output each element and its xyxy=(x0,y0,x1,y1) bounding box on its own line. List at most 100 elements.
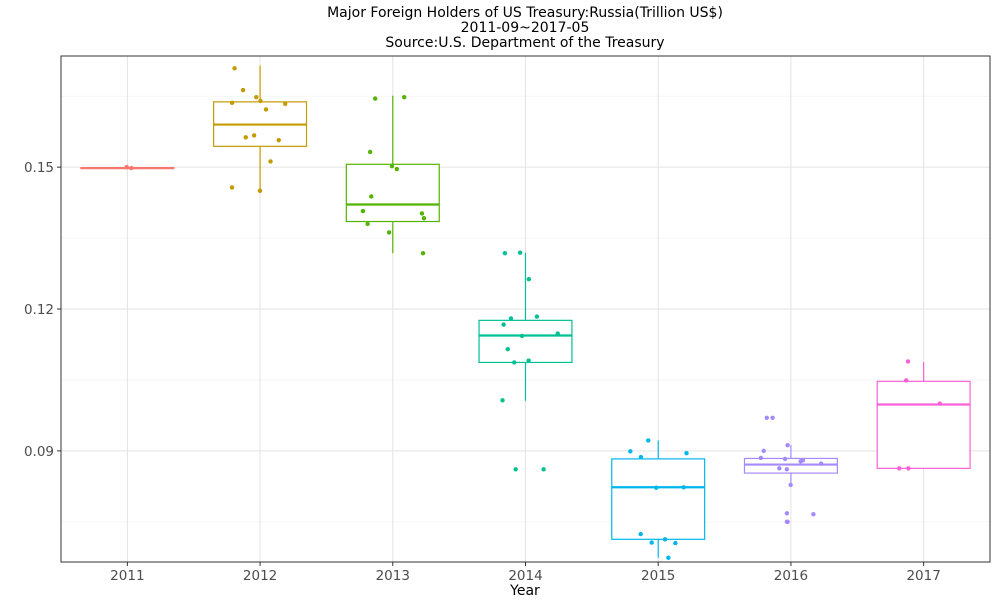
x-tick-label: 2013 xyxy=(376,568,410,584)
data-point-2012 xyxy=(283,101,288,106)
data-point-2016 xyxy=(788,482,793,488)
y-axis: 0.09 0.12 0.15 xyxy=(24,160,61,460)
data-point-2017 xyxy=(937,401,942,406)
data-point-2015 xyxy=(628,449,633,454)
data-point-2012 xyxy=(229,185,235,190)
y-tick-label: 0.09 xyxy=(24,444,54,460)
y-tick-label: 0.15 xyxy=(24,160,54,176)
data-point-2014 xyxy=(526,358,531,363)
data-point-2015 xyxy=(638,531,643,537)
data-point-2014 xyxy=(534,314,540,319)
data-point-2016 xyxy=(777,466,782,471)
box-iqr xyxy=(478,319,573,364)
x-tick-label: 2016 xyxy=(774,568,808,584)
data-point-2013 xyxy=(401,94,407,100)
data-point-2012 xyxy=(240,87,246,93)
data-point-2013 xyxy=(369,194,374,199)
x-axis: 2011 2012 2013 2014 2015 2016 2017 xyxy=(110,562,941,584)
box-2015 xyxy=(611,440,706,558)
data-point-2013 xyxy=(419,211,425,216)
data-point-2016 xyxy=(784,467,790,472)
jitter-points xyxy=(124,66,942,560)
data-point-2013 xyxy=(367,149,373,155)
box-series xyxy=(80,65,971,558)
data-point-2016 xyxy=(818,461,824,466)
data-point-2015 xyxy=(681,485,686,490)
data-point-2012 xyxy=(258,98,263,104)
x-tick-label: 2015 xyxy=(641,568,675,584)
y-tick-label: 0.12 xyxy=(24,302,54,318)
data-point-2016 xyxy=(784,519,790,525)
data-point-2016 xyxy=(770,415,775,420)
data-point-2012 xyxy=(268,159,273,164)
box-2016 xyxy=(743,445,838,484)
box-iqr xyxy=(743,457,838,474)
box-iqr xyxy=(611,458,706,540)
data-point-2013 xyxy=(394,166,399,172)
title-line-1: Major Foreign Holders of US Treasury:Rus… xyxy=(327,5,723,21)
x-tick-label: 2011 xyxy=(110,568,144,584)
box-2017 xyxy=(876,361,971,469)
data-point-2014 xyxy=(555,331,560,336)
data-point-2014 xyxy=(513,467,518,472)
data-point-2015 xyxy=(646,438,651,443)
data-point-2014 xyxy=(501,322,506,327)
data-point-2012 xyxy=(251,133,257,138)
data-point-2013 xyxy=(420,250,426,256)
data-point-2012 xyxy=(254,94,259,100)
data-point-2016 xyxy=(798,459,803,464)
data-point-2013 xyxy=(389,163,395,169)
x-tick-label: 2017 xyxy=(906,568,940,584)
data-point-2016 xyxy=(758,455,764,461)
title-line-2: 2011-09~2017-05 xyxy=(461,20,590,36)
data-point-2013 xyxy=(386,230,392,235)
data-point-2015 xyxy=(662,537,668,542)
data-point-2014 xyxy=(541,467,546,472)
box-iqr xyxy=(876,380,971,469)
data-point-2017 xyxy=(903,378,909,383)
data-point-2016 xyxy=(784,511,790,516)
data-point-2016 xyxy=(811,512,816,517)
data-point-2014 xyxy=(512,360,517,365)
data-point-2015 xyxy=(673,540,678,546)
data-point-2015 xyxy=(654,485,659,490)
data-point-2012 xyxy=(276,137,281,143)
x-axis-title: Year xyxy=(509,583,540,599)
data-point-2014 xyxy=(519,333,525,339)
data-point-2014 xyxy=(502,250,508,256)
data-point-2011 xyxy=(124,164,129,170)
data-point-2012 xyxy=(229,100,235,106)
data-point-2012 xyxy=(232,66,237,71)
data-point-2014 xyxy=(505,346,510,352)
data-point-2012 xyxy=(257,188,263,193)
box-2012 xyxy=(213,65,308,191)
data-point-2017 xyxy=(905,359,911,364)
data-point-2013 xyxy=(421,216,427,221)
box-2014 xyxy=(478,252,573,401)
title-line-3: Source:U.S. Department of the Treasury xyxy=(385,35,664,51)
data-point-2017 xyxy=(897,466,902,471)
chart-title: Major Foreign Holders of US Treasury:Rus… xyxy=(327,5,723,51)
data-point-2016 xyxy=(782,456,788,462)
data-point-2014 xyxy=(526,277,532,282)
data-point-2011 xyxy=(129,165,134,171)
data-point-2014 xyxy=(500,398,505,403)
x-tick-label: 2014 xyxy=(508,568,542,584)
box-iqr xyxy=(345,163,440,223)
data-point-2016 xyxy=(785,442,790,448)
x-tick-label: 2012 xyxy=(243,568,277,584)
data-point-2014 xyxy=(508,316,514,321)
data-point-2013 xyxy=(373,96,378,101)
data-point-2012 xyxy=(243,135,248,140)
data-point-2017 xyxy=(906,466,911,471)
data-point-2014 xyxy=(517,250,523,255)
data-point-2015 xyxy=(638,454,644,460)
data-point-2015 xyxy=(666,555,671,560)
data-point-2016 xyxy=(764,415,769,420)
data-point-2015 xyxy=(684,451,689,456)
data-point-2016 xyxy=(761,448,766,454)
data-point-2012 xyxy=(263,107,269,112)
data-point-2015 xyxy=(649,540,654,545)
data-point-2013 xyxy=(365,221,370,227)
